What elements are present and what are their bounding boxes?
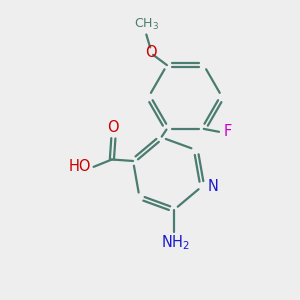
Text: CH$_3$: CH$_3$ [134,17,159,32]
Text: O: O [107,120,119,135]
Text: NH$_2$: NH$_2$ [161,233,190,252]
Text: F: F [224,124,232,139]
Text: N: N [208,178,218,194]
Text: HO: HO [68,159,91,174]
Text: O: O [145,45,157,60]
